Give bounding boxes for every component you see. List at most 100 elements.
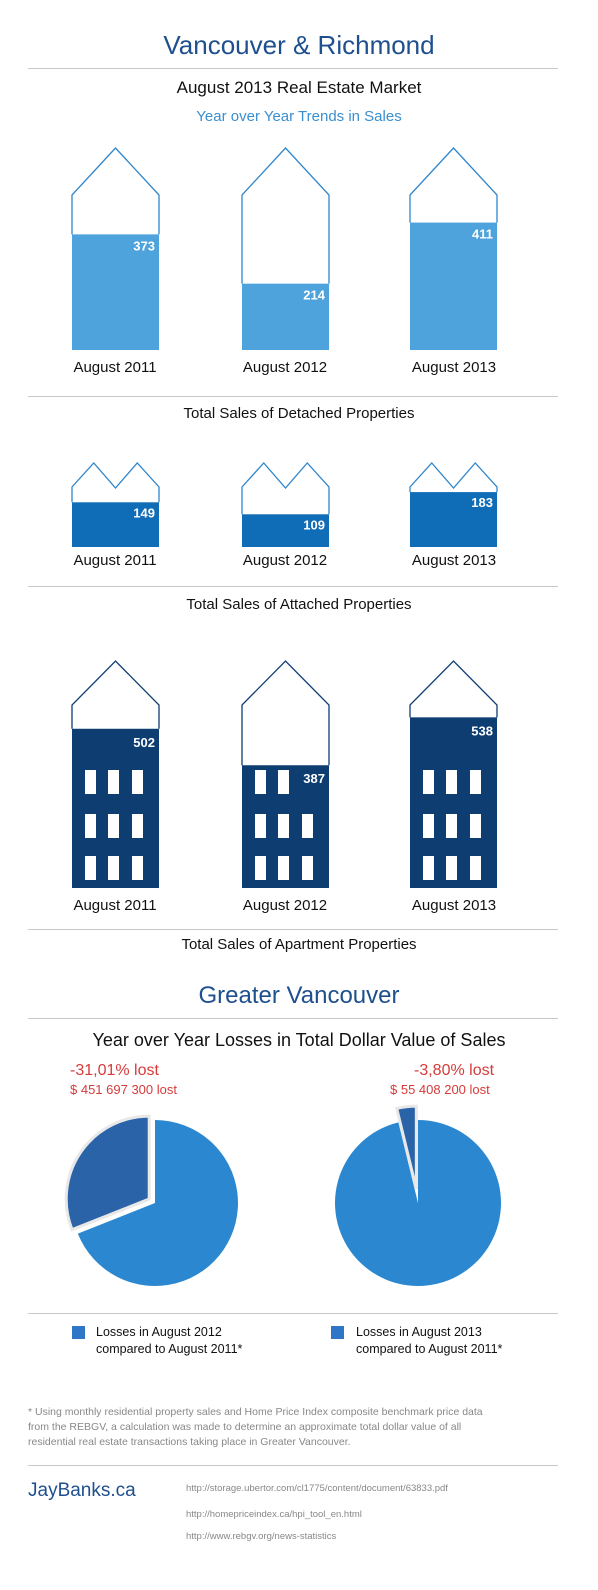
legend-swatch-2012 <box>72 1326 85 1339</box>
apartment-house-outline-0 <box>71 660 160 729</box>
apartment-window <box>470 770 481 794</box>
footnote: * Using monthly residential property sal… <box>28 1406 483 1448</box>
legend-swatch-2013 <box>331 1326 344 1339</box>
apartment-window <box>85 814 96 838</box>
apartment-caption-2012: August 2012 <box>242 897 328 914</box>
attached-caption-2012: August 2012 <box>242 552 328 569</box>
apartment-window <box>470 814 481 838</box>
detached-value-label-0: 373 <box>133 238 155 253</box>
legend-2012-line2: compared to August 2011* <box>96 1342 243 1356</box>
apartment-window <box>255 770 266 794</box>
attached-house-outline-0 <box>71 462 160 503</box>
attached-value-label-0: 149 <box>133 505 155 520</box>
attached-bar-2 <box>410 492 497 547</box>
apartment-window <box>446 814 457 838</box>
page-subtitle: August 2013 Real Estate Market <box>176 78 422 97</box>
legend-item-2013: Losses in August 2013 compared to August… <box>356 1324 502 1358</box>
apartment-value-label-0: 502 <box>133 735 155 750</box>
loss-percent-2013: -3,80% lost <box>414 1062 495 1079</box>
apartment-window <box>470 856 481 880</box>
apartment-window <box>108 856 119 880</box>
apartment-house-outline-2 <box>409 660 498 718</box>
source-link[interactable]: http://homepriceindex.ca/hpi_tool_en.htm… <box>186 1509 362 1520</box>
section-subtitle: Year over Year Trends in Sales <box>196 108 402 125</box>
detached-house-outline-1 <box>241 147 330 284</box>
divider <box>28 929 558 930</box>
page-title: Vancouver & Richmond <box>163 30 435 60</box>
pie-remaining-slice-1 <box>335 1120 502 1286</box>
apartment-window <box>302 814 313 838</box>
detached-value-label-1: 214 <box>303 288 325 303</box>
detached-value-label-2: 411 <box>472 227 493 242</box>
attached-chart: 149 109 183 <box>71 462 498 547</box>
attached-bar-1 <box>242 514 329 547</box>
apartment-window <box>255 856 266 880</box>
apartment-value-label-2: 538 <box>471 723 493 738</box>
detached-house-outline-0 <box>71 147 160 235</box>
apartment-caption-2011: August 2011 <box>73 897 157 914</box>
attached-value-label-1: 109 <box>303 517 325 532</box>
divider <box>28 1018 558 1019</box>
source-link[interactable]: http://storage.ubertor.com/cl1775/conten… <box>186 1483 448 1494</box>
apartment-window <box>108 770 119 794</box>
apartment-window <box>423 814 434 838</box>
loss-amount-2012: $ 451 697 300 lost <box>70 1082 177 1097</box>
brand-link[interactable]: JayBanks.ca <box>28 1480 136 1501</box>
detached-caption-2012: August 2012 <box>242 359 328 376</box>
attached-caption-2013: August 2013 <box>411 552 497 569</box>
apartment-window <box>132 856 143 880</box>
detached-bar-0 <box>72 234 159 350</box>
attached-house-outline-2 <box>409 462 498 493</box>
legend-2013-line1: Losses in August 2013 <box>356 1325 482 1339</box>
loss-percent-2012: -31,01% lost <box>70 1062 159 1079</box>
divider <box>28 68 558 69</box>
detached-house-outline-2 <box>409 147 498 223</box>
apartment-window <box>302 856 313 880</box>
pie-loss-slice-1 <box>394 1104 418 1190</box>
apartment-window <box>132 814 143 838</box>
greater-vancouver-subtitle: Year over Year Losses in Total Dollar Va… <box>92 1030 506 1050</box>
apartment-window <box>446 770 457 794</box>
apartment-window <box>446 856 457 880</box>
legend-2012-line1: Losses in August 2012 <box>96 1325 222 1339</box>
apartment-window <box>85 856 96 880</box>
apartment-caption-2013: August 2013 <box>411 897 497 914</box>
detached-bar-2 <box>410 222 497 350</box>
apartment-window <box>132 770 143 794</box>
divider <box>28 1313 558 1314</box>
attached-value-label-2: 183 <box>471 495 493 510</box>
greater-vancouver-title: Greater Vancouver <box>198 982 400 1009</box>
detached-bar-1 <box>242 283 329 350</box>
divider <box>28 1465 558 1466</box>
loss-amount-2013: $ 55 408 200 lost <box>390 1082 490 1097</box>
divider <box>28 396 558 397</box>
apartment-window <box>255 814 266 838</box>
legend-item-2012: Losses in August 2012 compared to August… <box>96 1324 242 1358</box>
attached-section-label: Total Sales of Attached Properties <box>186 596 412 613</box>
apartment-window <box>278 770 289 794</box>
legend-2013-line2: compared to August 2011* <box>356 1342 503 1356</box>
attached-bar-0 <box>72 502 159 547</box>
detached-chart: 373 214 411 <box>71 147 498 350</box>
pie-charts <box>64 1104 502 1286</box>
apartment-window <box>108 814 119 838</box>
pie-remaining-slice-0 <box>77 1120 239 1286</box>
apartment-chart: 502 387 538 <box>71 660 498 888</box>
divider <box>28 586 558 587</box>
apartment-window <box>423 856 434 880</box>
attached-house-outline-1 <box>241 462 330 515</box>
attached-caption-2011: August 2011 <box>73 552 157 569</box>
source-link[interactable]: http://www.rebgv.org/news-statistics <box>186 1531 337 1542</box>
apartment-window <box>423 770 434 794</box>
apartment-window <box>278 814 289 838</box>
apartment-value-label-1: 387 <box>303 771 325 786</box>
detached-caption-2013: August 2013 <box>411 359 497 376</box>
apartment-section-label: Total Sales of Apartment Properties <box>181 936 417 953</box>
detached-section-label: Total Sales of Detached Properties <box>183 405 415 422</box>
apartment-window <box>278 856 289 880</box>
apartment-house-outline-1 <box>241 660 330 766</box>
detached-caption-2011: August 2011 <box>73 359 157 376</box>
pie-loss-slice-0 <box>64 1114 151 1232</box>
apartment-window <box>85 770 96 794</box>
